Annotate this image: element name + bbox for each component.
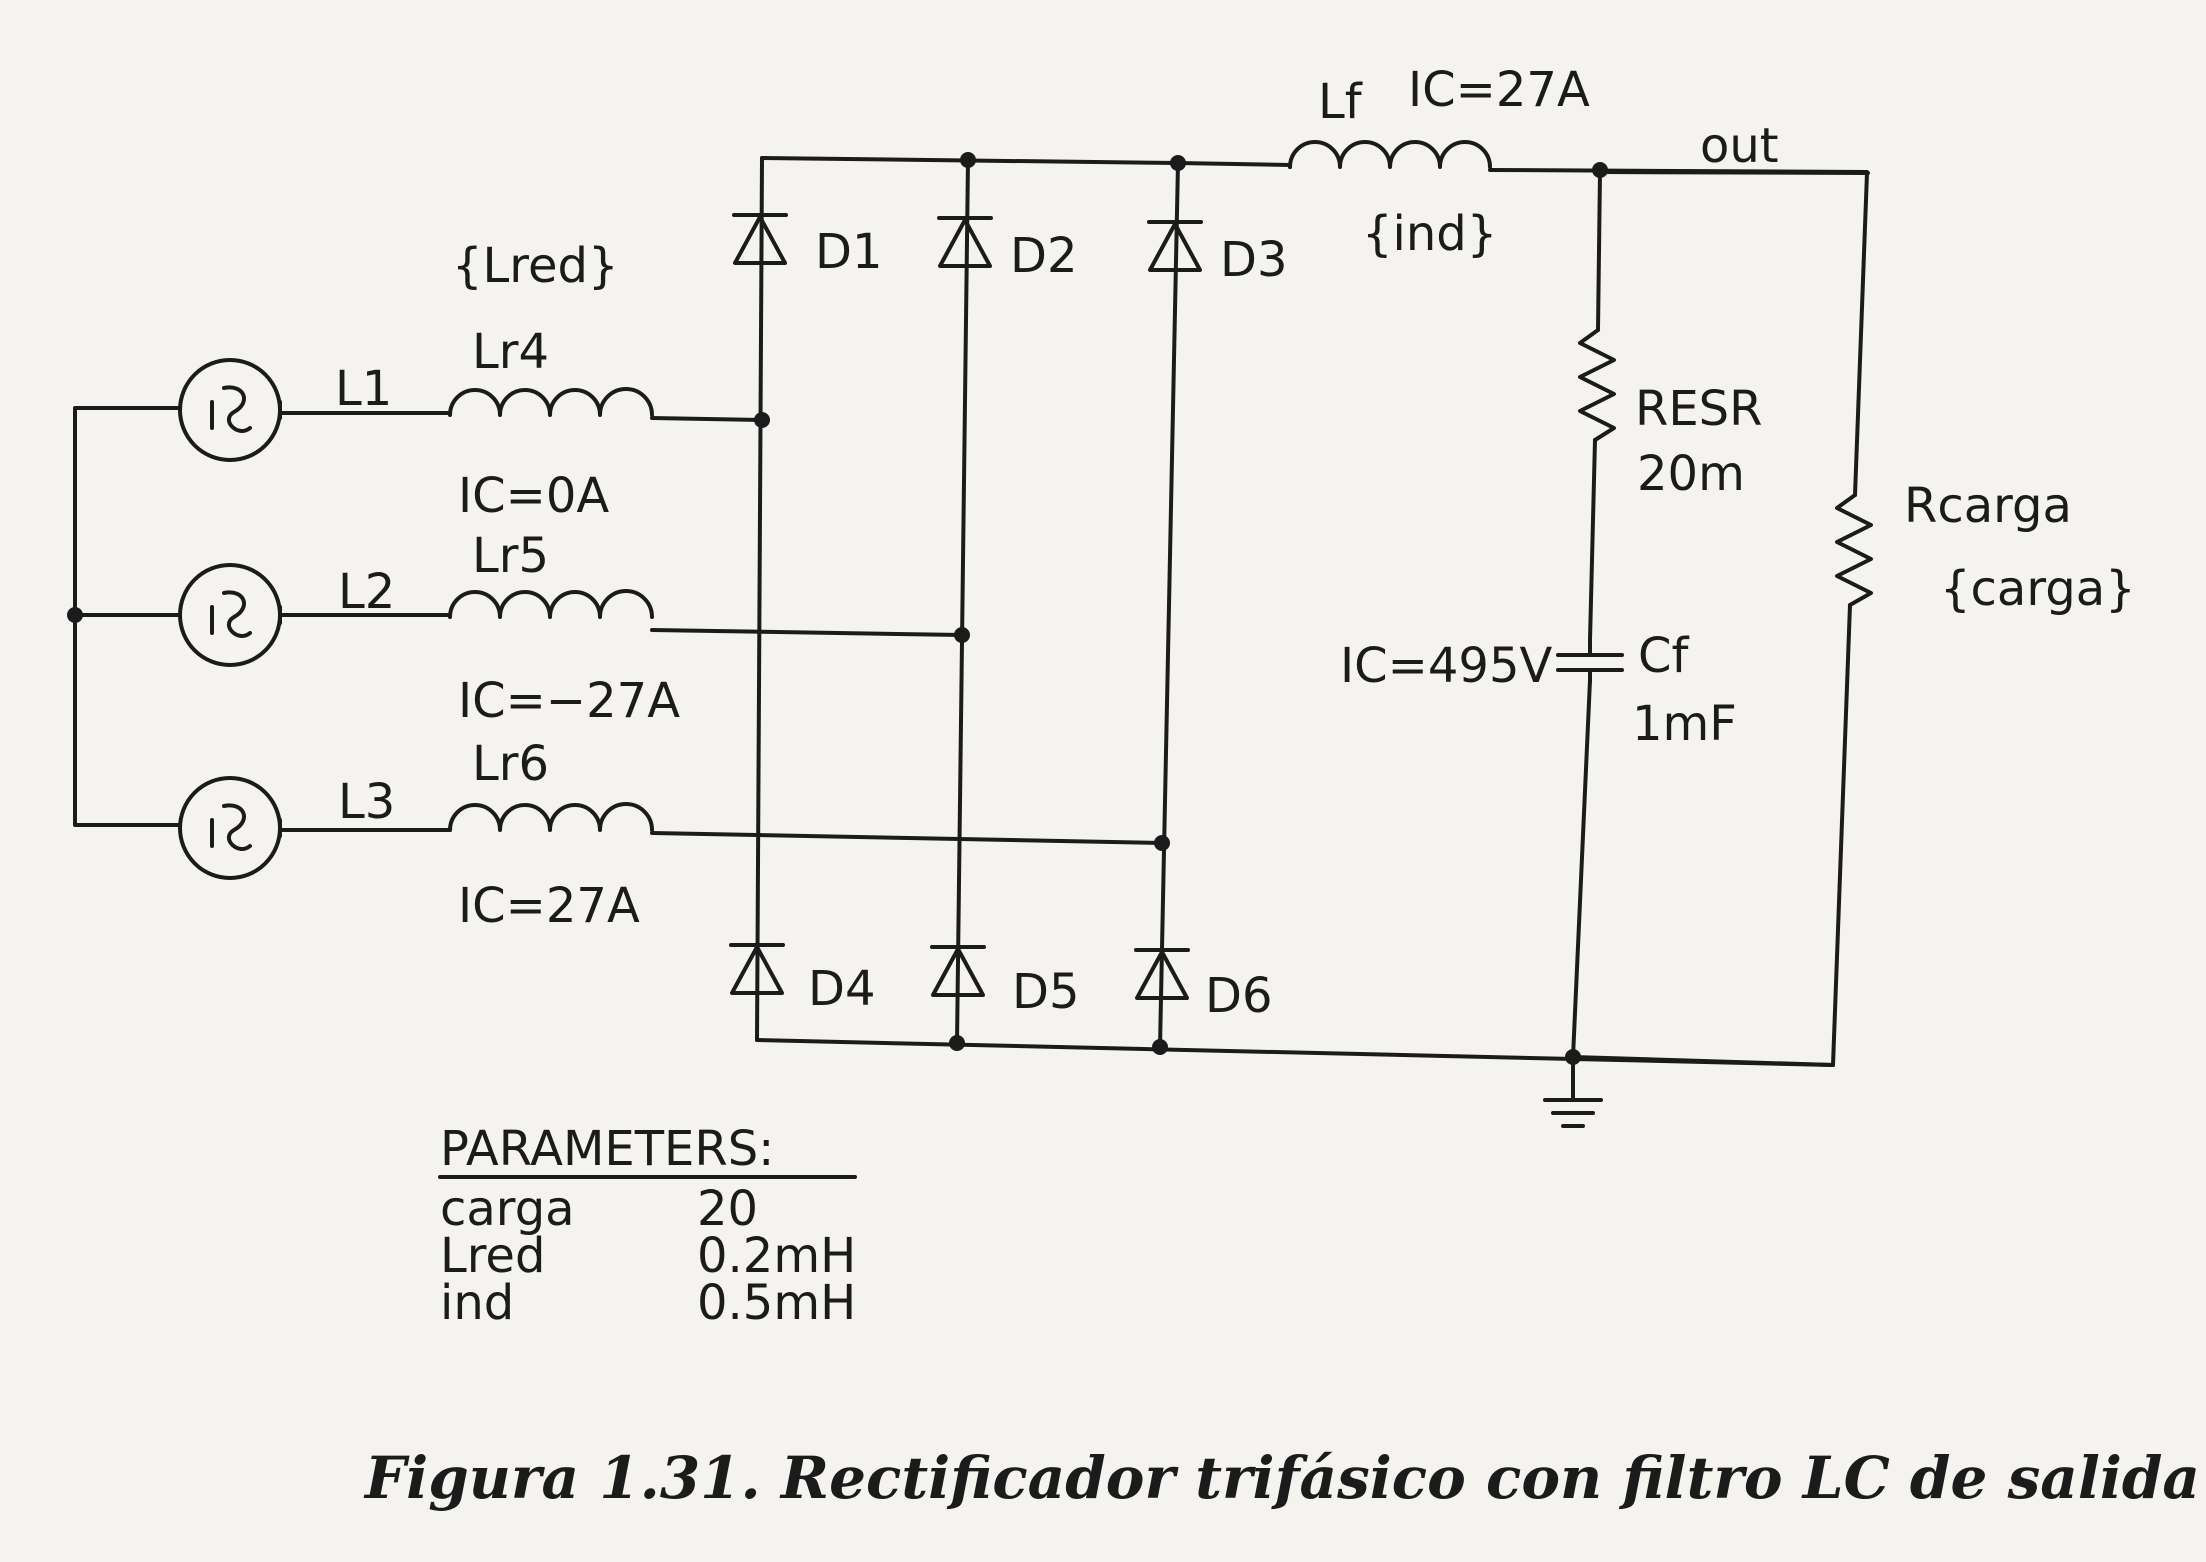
inductor-icon	[448, 387, 654, 417]
out-rail-right	[1598, 170, 1869, 175]
cf-value: 1mF	[1632, 696, 1737, 752]
diode-d5-label: D5	[1012, 964, 1080, 1020]
wires	[73, 156, 1870, 1100]
diode-icon	[937, 216, 993, 268]
resr-name: RESR	[1635, 381, 1763, 437]
source-l3-label: L3	[338, 774, 395, 830]
resistor-icon	[1835, 493, 1873, 607]
resr-value: 20m	[1637, 446, 1745, 502]
ground-icon	[1543, 1098, 1603, 1128]
leg-2	[955, 158, 970, 1045]
ac-source-icon	[178, 563, 282, 667]
wire-lr4-bridge	[650, 416, 764, 422]
figure-caption: Figura 1.31. Rectificador trifásico con …	[363, 1444, 2200, 1512]
cap-bot-wire	[1571, 678, 1592, 1059]
junction-dot	[1565, 1049, 1581, 1065]
parameters-title: PARAMETERS:	[440, 1121, 774, 1177]
junction-dot	[960, 152, 976, 168]
param-name: ind	[440, 1275, 514, 1331]
lf-value: {ind}	[1362, 206, 1497, 262]
diode-icon	[729, 943, 785, 995]
lr4-ic: IC=0A	[458, 468, 609, 524]
junction-dot	[1170, 155, 1186, 171]
load-wire-bot	[1571, 603, 1852, 1067]
wire-lr5-bridge	[650, 628, 964, 637]
junction-dot	[1154, 835, 1170, 851]
diode-icon	[732, 213, 788, 265]
source-l1-label: L1	[335, 361, 392, 417]
diode-d1-label: D1	[815, 224, 883, 280]
junction-dot	[949, 1035, 965, 1051]
lred-param-label: {Lred}	[452, 238, 619, 294]
parameters-block: PARAMETERS: carga 20 Lred 0.2mH ind 0.5m…	[438, 1121, 857, 1331]
ac-source-icon	[178, 776, 282, 880]
param-value: 0.5mH	[697, 1275, 856, 1331]
esr-top-wire	[1596, 170, 1602, 332]
load-wire-top	[1853, 171, 1869, 497]
cf-name: Cf	[1638, 628, 1690, 684]
capacitor-icon	[1556, 638, 1624, 684]
junction-dot	[67, 607, 83, 623]
leg-3	[1158, 161, 1180, 1049]
param-name: Lred	[440, 1228, 545, 1284]
out-label: out	[1700, 118, 1779, 174]
source-l2-label: L2	[338, 564, 395, 620]
diode-icon	[1134, 948, 1190, 1000]
lr6-name: Lr6	[472, 736, 549, 792]
resistor-icon	[1578, 328, 1616, 442]
junction-dot	[954, 627, 970, 643]
lr4-name: Lr4	[472, 324, 549, 380]
param-value: 0.2mH	[697, 1228, 856, 1284]
rcarga-value: {carga}	[1940, 561, 2136, 617]
leg-1	[755, 156, 764, 1042]
lr5-name: Lr5	[472, 528, 549, 584]
inductor-icon	[448, 589, 654, 619]
diode-d4-label: D4	[808, 961, 876, 1017]
rcarga-name: Rcarga	[1904, 478, 2072, 534]
cf-ic: IC=495V	[1340, 638, 1553, 694]
junction-dot	[1592, 162, 1608, 178]
esr-bot-wire	[1588, 438, 1597, 642]
inductor-icon	[1288, 140, 1492, 169]
param-name: carga	[440, 1181, 575, 1237]
junction-dot	[1152, 1039, 1168, 1055]
diode-d2-label: D2	[1010, 228, 1078, 284]
bridge-top-rail	[760, 156, 1292, 167]
diode-d6-label: D6	[1205, 968, 1273, 1024]
lr5-ic: IC=−27A	[458, 673, 680, 729]
diode-icon	[1147, 220, 1203, 272]
diode-icon	[930, 945, 986, 997]
ac-source-icon	[178, 358, 282, 462]
junction-dot	[754, 412, 770, 428]
wire-lr6-bridge	[650, 831, 1164, 845]
diode-d3-label: D3	[1220, 232, 1288, 288]
lf-name: Lf	[1318, 74, 1363, 130]
junctions	[67, 152, 1608, 1065]
inductor-icon	[448, 802, 654, 832]
lr6-ic: IC=27A	[458, 878, 640, 934]
lf-ic: IC=27A	[1408, 62, 1590, 118]
param-value: 20	[697, 1181, 758, 1237]
